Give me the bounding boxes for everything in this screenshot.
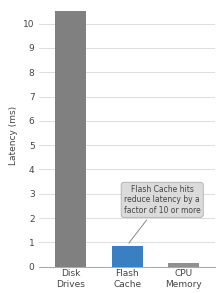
Y-axis label: Latency (ms): Latency (ms)	[9, 106, 18, 165]
Bar	[112, 246, 143, 267]
Text: Flash Cache hits
reduce latency by a
factor of 10 or more: Flash Cache hits reduce latency by a fac…	[124, 185, 201, 243]
Bar	[168, 263, 199, 267]
Bar	[55, 11, 86, 267]
